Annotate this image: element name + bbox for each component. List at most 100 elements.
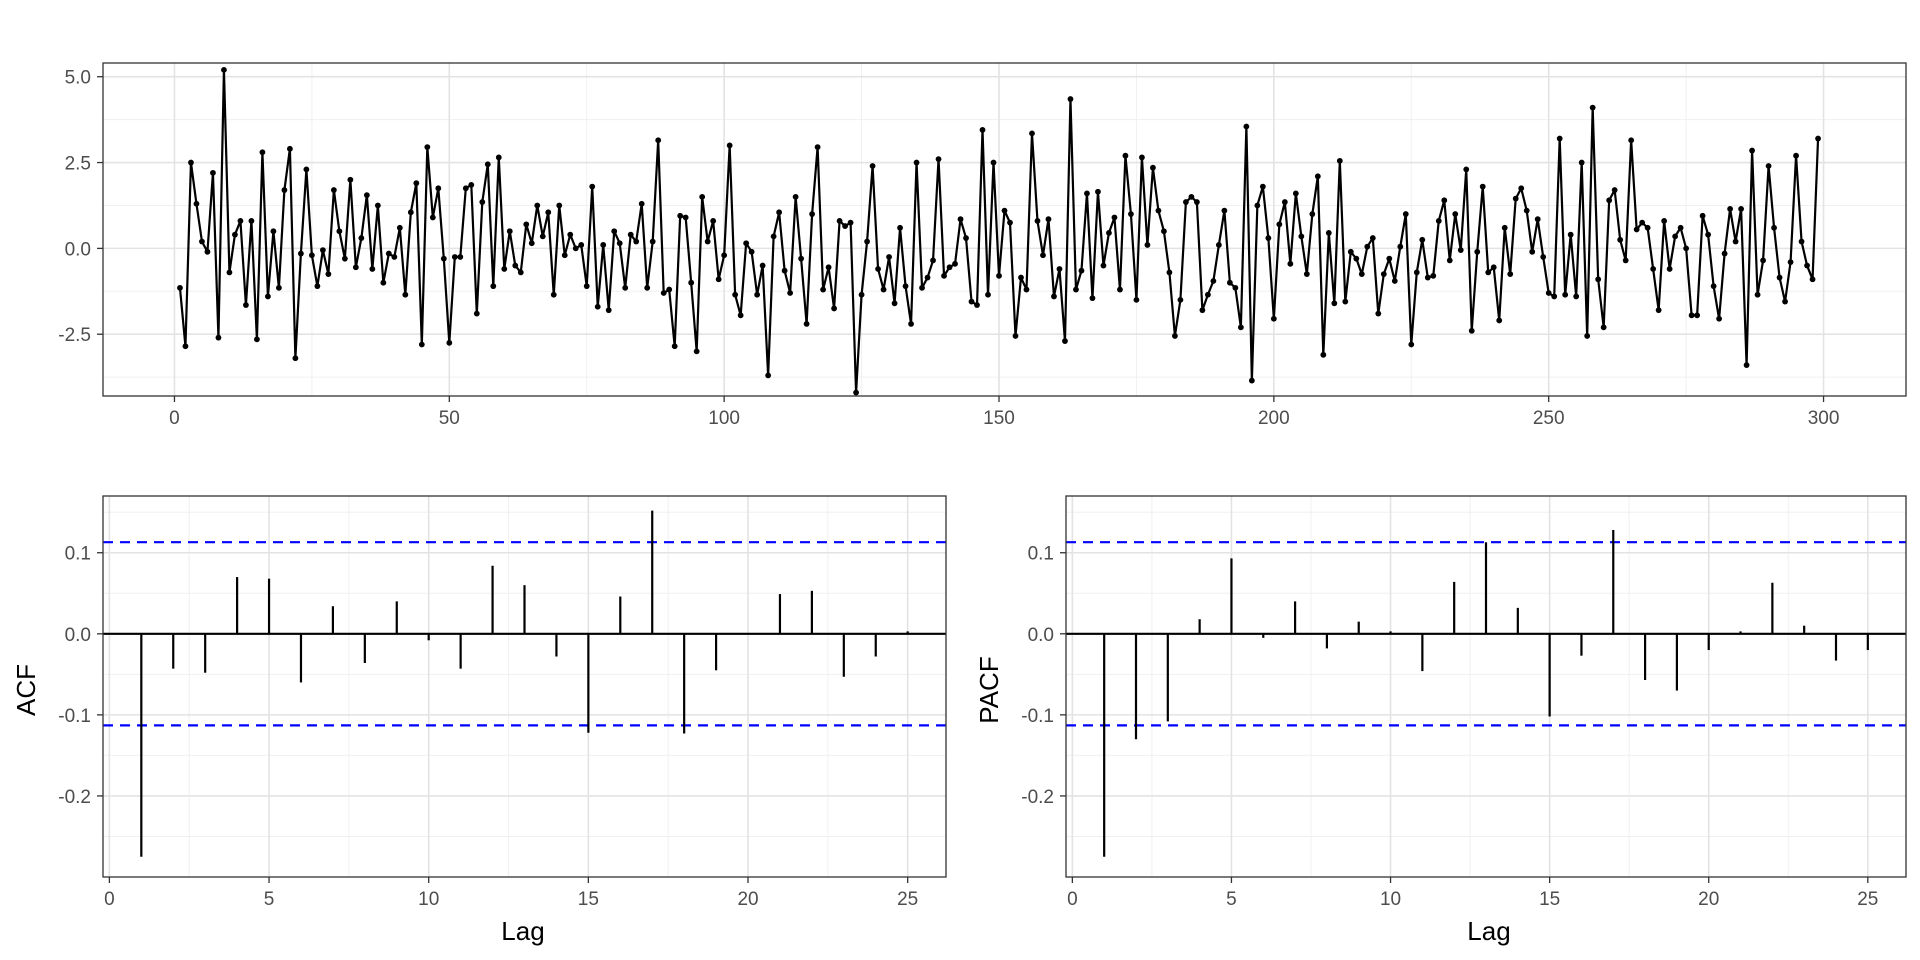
time-series-point	[226, 269, 233, 276]
time-series-y-tick-label: -2.5	[58, 325, 91, 346]
time-series-point	[759, 262, 766, 269]
time-series-point	[781, 267, 788, 274]
time-series-point	[1254, 202, 1261, 209]
time-series-point	[1353, 255, 1360, 262]
time-series-point	[1347, 248, 1354, 255]
time-series-point	[1776, 274, 1783, 281]
acf-y-tick-label: 0.1	[65, 544, 91, 565]
time-series-point	[1144, 242, 1151, 248]
time-series-point	[677, 212, 684, 219]
time-series-point	[561, 252, 568, 259]
time-series-point	[435, 185, 442, 192]
time-series-point	[1518, 185, 1525, 192]
time-series-point	[1716, 315, 1723, 322]
time-series-axis-ticks: 0 50 100 150 200 250 300 -2.5 0.0 2.5 5.0	[58, 68, 1839, 429]
acf-x-tick-label: 25	[897, 889, 918, 910]
time-series-point	[963, 235, 969, 241]
time-series-x-tick-label: 250	[1533, 408, 1565, 429]
time-series-point	[1710, 283, 1717, 290]
acf-y-tick-label: -0.1	[58, 706, 91, 727]
time-series-point	[1051, 293, 1057, 300]
time-series-point	[1485, 269, 1492, 276]
time-series-point	[413, 180, 420, 187]
time-series-point	[380, 279, 387, 286]
time-series-point	[550, 291, 557, 298]
time-series-x-tick-label: 150	[983, 408, 1015, 429]
time-series-point	[528, 240, 535, 247]
time-series-point	[259, 149, 266, 156]
time-series-x-tick-label: 50	[439, 408, 460, 429]
time-series-point	[935, 156, 942, 163]
time-series-point	[1221, 207, 1228, 214]
time-series-point	[1237, 324, 1244, 331]
acf-grid	[103, 496, 946, 877]
time-series-point	[1193, 199, 1200, 205]
time-series-point	[616, 240, 623, 247]
time-series-point	[1606, 197, 1613, 204]
time-series-point	[1809, 276, 1816, 283]
pacf-x-tick-label: 25	[1857, 889, 1878, 910]
time-series-point	[1259, 183, 1266, 190]
time-series-point	[1303, 271, 1310, 278]
time-series-point	[199, 238, 205, 245]
time-series-point	[671, 343, 678, 350]
time-series-point	[303, 166, 310, 173]
time-series-point	[1551, 293, 1558, 300]
pacf-grid	[1066, 496, 1906, 877]
time-series-point	[1721, 250, 1728, 257]
time-series-point	[1106, 230, 1112, 236]
time-series-point	[451, 254, 458, 260]
time-series-point	[177, 284, 183, 291]
time-series-point	[1798, 238, 1805, 245]
time-series-point	[1100, 262, 1107, 269]
time-series-point	[787, 290, 794, 296]
pacf-x-axis-title: Lag	[1467, 916, 1510, 946]
time-series-point	[1397, 243, 1404, 250]
time-series-point	[402, 291, 409, 298]
time-series-point	[649, 238, 656, 245]
time-series-point	[1177, 296, 1184, 303]
time-series-point	[325, 271, 332, 278]
time-series-point	[1688, 312, 1695, 319]
time-series-point	[281, 187, 288, 193]
time-series-point	[1584, 333, 1591, 339]
time-series-point	[1040, 252, 1046, 259]
time-series-point	[1743, 362, 1750, 369]
time-series-point	[814, 144, 821, 151]
time-series-point	[809, 211, 816, 217]
time-series-point	[1380, 271, 1387, 278]
time-series-point	[479, 199, 486, 205]
time-series-point	[347, 176, 354, 183]
time-series-point	[314, 283, 321, 290]
pacf-x-tick-label: 15	[1539, 889, 1560, 910]
time-series-point	[611, 228, 618, 235]
acf-x-tick-label: 5	[264, 889, 275, 910]
time-series-point	[1342, 298, 1349, 305]
time-series-x-tick-label: 100	[708, 408, 740, 429]
time-series-point	[1765, 163, 1772, 169]
time-series-point	[308, 252, 315, 259]
time-series-point	[446, 339, 453, 346]
time-series-point	[743, 240, 750, 247]
time-series-point	[864, 238, 870, 245]
time-series-point	[369, 266, 376, 272]
time-series-point	[792, 193, 799, 200]
time-series-point	[704, 238, 711, 245]
pacf-x-tick-label: 0	[1067, 889, 1078, 910]
time-series-point	[336, 228, 343, 235]
time-series-point	[1188, 193, 1195, 200]
time-series-point	[495, 154, 502, 161]
time-series-point	[407, 209, 414, 216]
time-series-point	[1804, 262, 1810, 269]
time-series-point	[1699, 212, 1706, 219]
time-series-point	[1320, 351, 1327, 358]
pacf-panel: 0 5 10 15 20 25 -0.2 -0.1 0.0 0.1 Lag PACF	[974, 495, 1907, 946]
time-series-point	[248, 218, 255, 224]
acf-y-tick-label: -0.2	[58, 787, 91, 808]
time-series-point	[644, 284, 651, 291]
time-series-point	[1292, 190, 1299, 197]
time-series-point	[1001, 207, 1008, 214]
time-series-point	[1018, 274, 1024, 281]
acf-axis-ticks: 0 5 10 15 20 25 -0.2 -0.1 0.0 0.1	[58, 544, 918, 910]
time-series-point	[440, 255, 447, 262]
